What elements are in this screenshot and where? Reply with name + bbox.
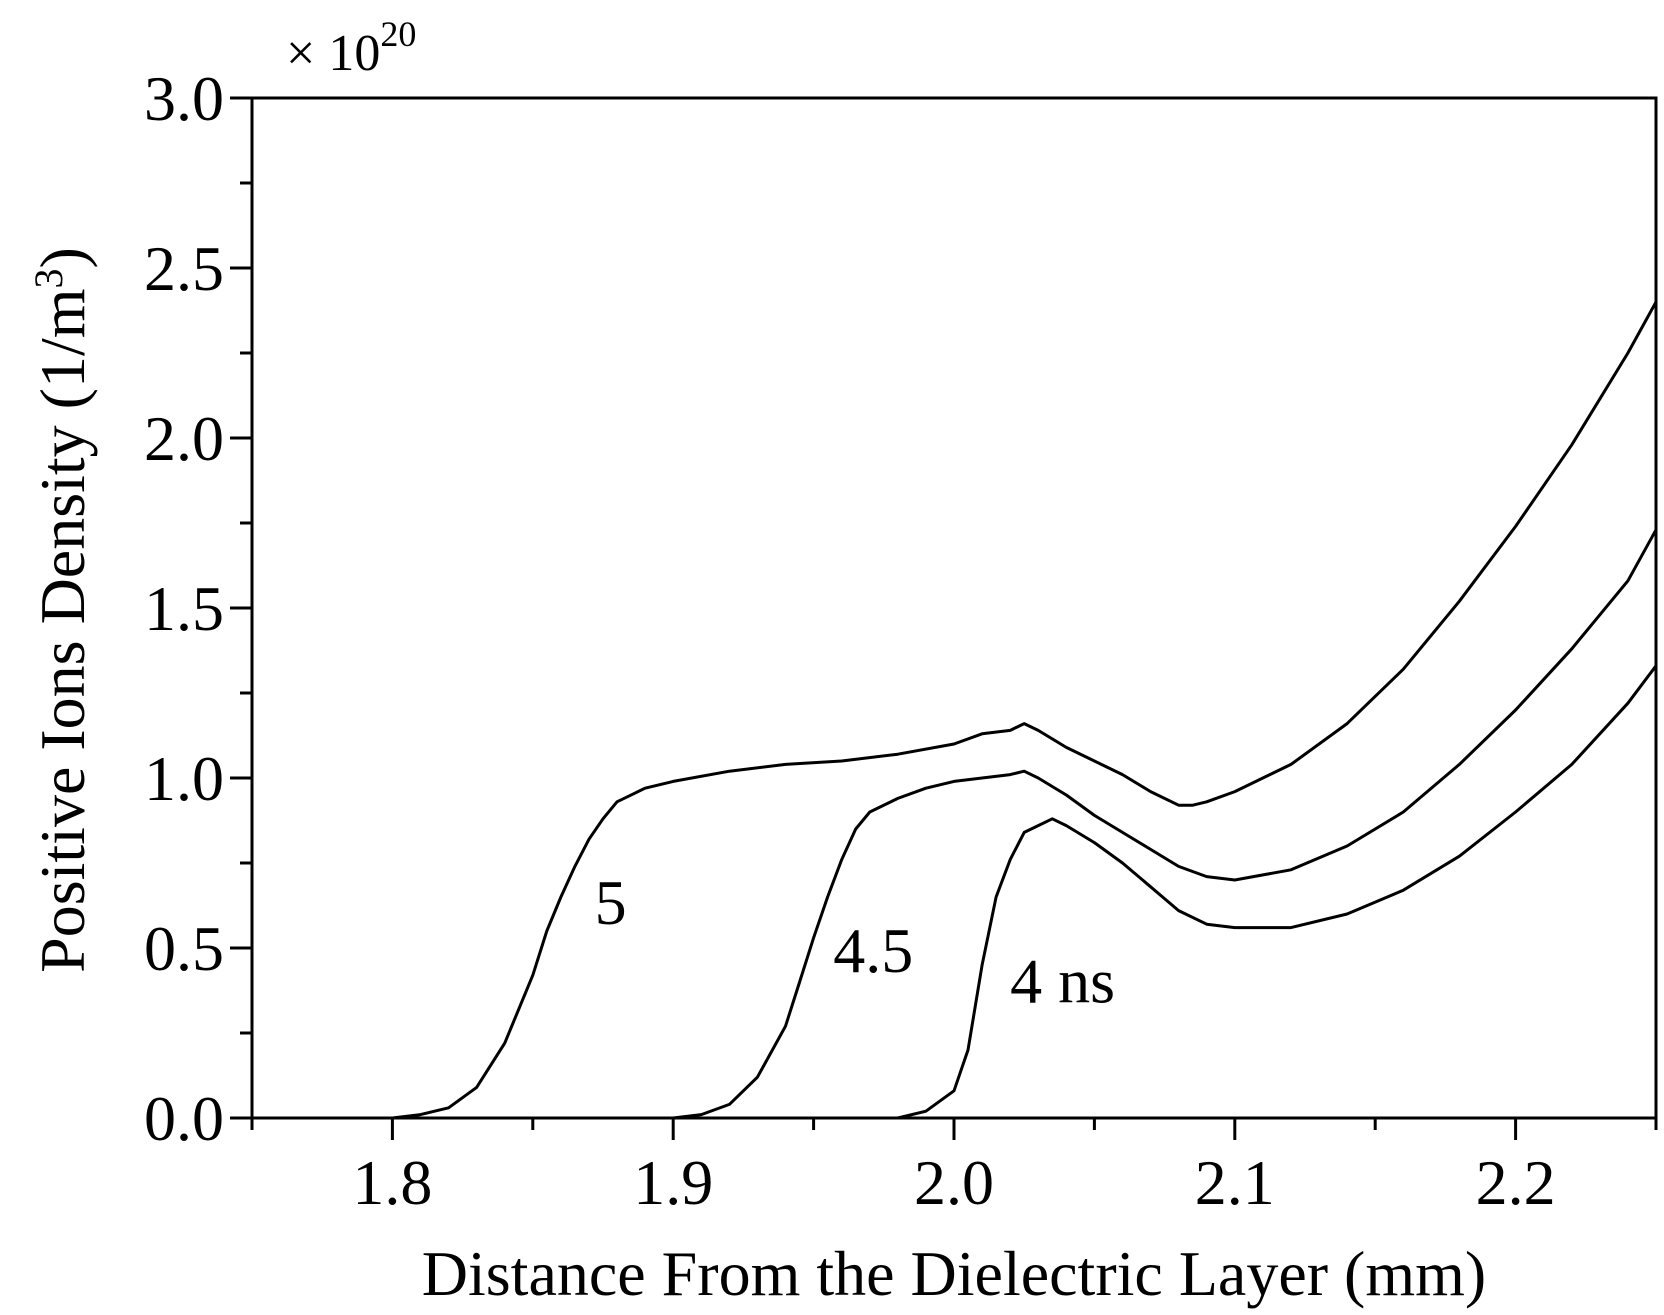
series-label-4ns: 4 ns bbox=[1010, 945, 1115, 1016]
x-axis-title: Distance From the Dielectric Layer (mm) bbox=[422, 1238, 1486, 1309]
x-tick-label: 2.0 bbox=[914, 1147, 994, 1218]
y-tick-label: 3.0 bbox=[144, 63, 224, 134]
series-line-1 bbox=[252, 529, 1658, 1120]
x-tick-label: 1.9 bbox=[633, 1147, 713, 1218]
y-tick-label: 2.0 bbox=[144, 403, 224, 474]
y-axis-title: Positive Ions Density (1/m3) bbox=[26, 247, 98, 973]
y-tick-label: 2.5 bbox=[144, 233, 224, 304]
series-labels: 5 4.5 4 ns bbox=[595, 867, 1115, 1016]
x-tick-label: 2.2 bbox=[1476, 1147, 1556, 1218]
y-tick-label: 1.0 bbox=[144, 743, 224, 814]
x-tick-label: 2.1 bbox=[1195, 1147, 1275, 1218]
x-tick-label: 1.8 bbox=[352, 1147, 432, 1218]
y-tick-label: 0.5 bbox=[144, 913, 224, 984]
data-curves bbox=[252, 301, 1658, 1120]
y-tick-label: 0.0 bbox=[144, 1083, 224, 1154]
axis-ticks bbox=[230, 96, 1658, 1140]
y-tick-label: 1.5 bbox=[144, 573, 224, 644]
series-label-5: 5 bbox=[595, 867, 627, 938]
axis-tick-labels: 1.8 1.9 2.0 2.1 2.2 0.0 0.5 1.0 1.5 2.0 2.5 3.0 bbox=[144, 63, 1556, 1218]
series-line-0 bbox=[252, 301, 1658, 1120]
y-exponent-label: × 1020 bbox=[286, 14, 416, 82]
series-line-2 bbox=[252, 664, 1658, 1120]
series-label-4-5: 4.5 bbox=[833, 915, 913, 986]
